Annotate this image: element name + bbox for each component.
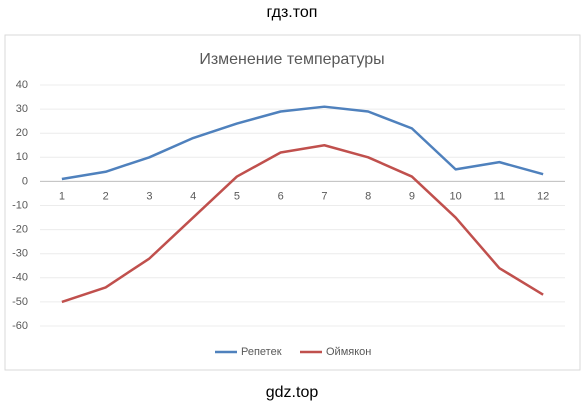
y-tick-label: -60 (12, 320, 28, 332)
x-tick-label: 8 (365, 190, 371, 202)
x-tick-label: 11 (494, 190, 505, 202)
x-tick-label: 4 (190, 190, 196, 202)
legend-label: Оймякон (326, 346, 371, 358)
y-tick-label: -10 (12, 199, 28, 211)
x-tick-label: 9 (409, 190, 415, 202)
legend-label: Репетек (241, 346, 282, 358)
x-tick-label: 10 (450, 190, 462, 202)
x-tick-label: 7 (321, 190, 327, 202)
x-tick-label: 6 (278, 190, 284, 202)
series-line (61, 144, 544, 304)
x-tick-label: 12 (537, 190, 549, 202)
y-tick-label: -50 (12, 296, 28, 308)
y-tick-label: 20 (16, 127, 28, 139)
y-tick-label: 40 (16, 79, 28, 91)
x-tick-label: 1 (59, 190, 65, 202)
site-header: гдз.топ (267, 4, 318, 21)
y-tick-label: -20 (12, 224, 28, 236)
x-tick-label: 3 (146, 190, 152, 202)
y-tick-label: 10 (16, 151, 28, 163)
site-footer: gdz.top (266, 384, 319, 401)
chart-title: Изменение температуры (199, 51, 384, 68)
chart-frame (4, 34, 581, 371)
x-tick-label: 2 (103, 190, 109, 202)
series-line (61, 105, 544, 181)
y-tick-label: -30 (12, 248, 28, 260)
y-tick-label: 0 (22, 175, 28, 187)
x-tick-label: 5 (234, 190, 240, 202)
y-tick-label: 30 (16, 103, 28, 115)
y-tick-label: -40 (12, 272, 28, 284)
